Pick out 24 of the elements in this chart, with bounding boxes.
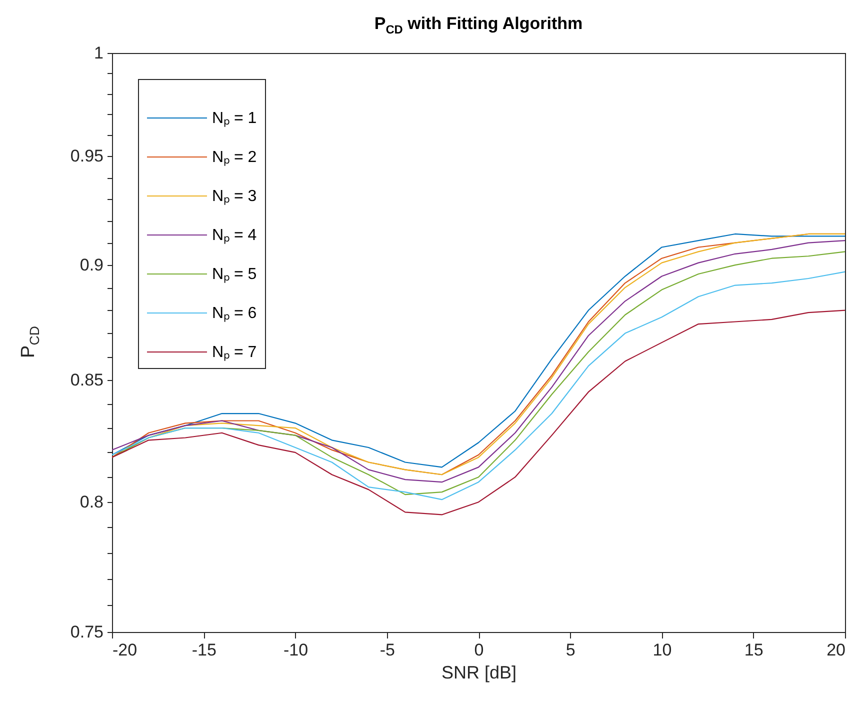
y-tick-label: 0.95	[70, 146, 104, 166]
x-tick-label: -5	[380, 640, 395, 660]
x-tick-label: -15	[192, 640, 216, 660]
x-tick-label: 15	[744, 640, 764, 660]
x-tick-label: 10	[652, 640, 672, 660]
legend-label: Nₚ = 2	[212, 149, 257, 166]
x-tick-label: -10	[283, 640, 308, 660]
x-tick-label: -20	[112, 640, 138, 660]
legend-label: Nₚ = 3	[212, 188, 257, 205]
y-tick-label: 0.75	[70, 622, 104, 642]
legend-label: Nₚ = 7	[212, 344, 257, 361]
x-tick-label: 5	[566, 640, 576, 660]
y-tick-label: 0.8	[80, 492, 104, 512]
x-tick-label: 0	[474, 640, 484, 660]
legend-label: Nₚ = 4	[212, 227, 257, 244]
legend-label: Nₚ = 1	[212, 110, 257, 127]
y-tick-label: 0.85	[70, 370, 104, 390]
chart-title: P$_{CD}$ with Fitting Algorithm	[373, 14, 584, 36]
y-tick-label: 0.9	[80, 256, 104, 275]
x-tick-label: 20	[826, 640, 846, 660]
legend-label: Nₚ = 6	[212, 305, 257, 322]
legend-label: Nₚ = 5	[212, 266, 257, 283]
y-tick-label: 1	[94, 44, 104, 62]
x-axis-title: SNR [dB]	[441, 662, 517, 682]
